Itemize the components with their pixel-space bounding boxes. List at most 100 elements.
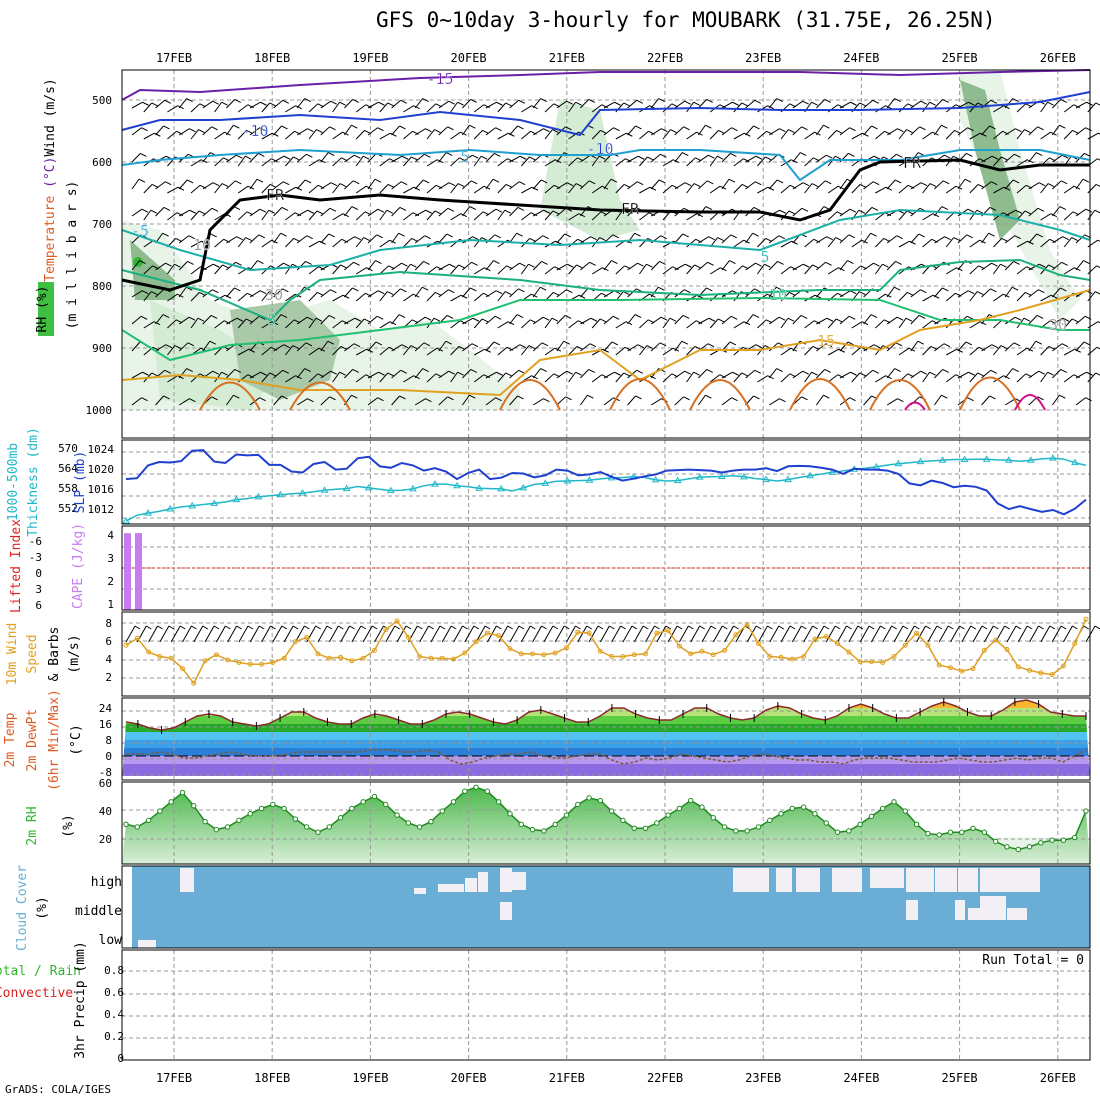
wind-barb-flag (269, 183, 277, 188)
wind-barb-flag (422, 368, 429, 373)
wind-barb-flag (363, 237, 370, 242)
wind-barb (237, 130, 247, 140)
wind-barb-flag (1014, 235, 1021, 240)
wind-barb (473, 130, 483, 140)
wind-barb (969, 239, 980, 248)
wind-barb (332, 346, 342, 356)
temperature-line (125, 699, 1086, 731)
wind-barb-flag (411, 156, 418, 161)
wind-barb (972, 625, 983, 643)
rh-point (755, 824, 762, 830)
wind-barb-flag (1014, 153, 1021, 158)
wind-barb (532, 261, 542, 271)
precip-frame (121, 949, 1091, 1061)
wind-barb-flag (469, 394, 476, 399)
rh-point (484, 788, 491, 794)
wind-barb-flag (661, 128, 668, 133)
rh-point (654, 820, 660, 826)
wind-barb (485, 315, 496, 325)
wind-barb (674, 263, 686, 271)
wind-barb (143, 102, 153, 113)
wind-barb (143, 265, 153, 275)
wind-barb-flag (1047, 101, 1054, 106)
wind-barb-flag (387, 372, 394, 377)
wind-barb-flag (925, 625, 931, 630)
contour-label: FR (266, 186, 285, 204)
wind-barb (745, 232, 753, 244)
wind-barb (568, 238, 579, 248)
wind-barb-flag (814, 294, 822, 299)
wind-barb-flag (896, 316, 904, 321)
wind-barb (1075, 234, 1086, 244)
wind-barb (273, 395, 282, 406)
wind-barb (1028, 152, 1037, 163)
wind-barb (724, 625, 735, 643)
wind-barb-flag (625, 158, 632, 163)
wind-barb-flag (165, 344, 173, 349)
wind-barb (698, 154, 709, 163)
rh-point (586, 795, 592, 801)
wind-barb-flag (434, 210, 442, 215)
wind-barb (588, 625, 599, 643)
wind-barb-flag (859, 291, 866, 296)
wind-barb-flag (316, 129, 323, 134)
wind-barb-flag (914, 625, 920, 630)
wind-barb (780, 266, 791, 275)
wind-barb-flag (399, 125, 406, 130)
wind-barb-flag (425, 128, 432, 133)
wind-barb (591, 130, 601, 140)
wind-barb (285, 319, 295, 329)
wind-barb (190, 373, 201, 383)
wind-barb (733, 102, 743, 113)
wind-barb (355, 211, 366, 221)
wind-barb-flag (849, 127, 856, 132)
wind-barb-flag (1072, 625, 1078, 630)
wind-barb-flag (508, 132, 515, 137)
warm-contour-hot (904, 401, 926, 411)
wind-barb-flag (244, 155, 252, 160)
warm-contour (789, 378, 851, 411)
wind-barb (1004, 316, 1016, 325)
wind-speed-point (846, 649, 852, 655)
wind-barb-flag (484, 348, 491, 353)
wind-barb (791, 625, 802, 643)
wind-barb (343, 124, 352, 136)
wind-speed-point (405, 634, 411, 640)
wind-speed-point (360, 655, 366, 661)
cloud-gap (906, 900, 918, 920)
wind-barb (237, 185, 249, 194)
wind-barb (131, 397, 142, 406)
wind-barb-flag (423, 260, 430, 265)
wind-barb-flag (236, 154, 243, 159)
wind-barb-flag (188, 316, 196, 321)
wind-barb (757, 238, 767, 248)
thickness-marker (188, 501, 197, 509)
wind-barb-flag (838, 348, 845, 353)
wind-barb-flag (539, 286, 547, 291)
wind-barb-flag (564, 314, 572, 319)
wind-speed-point (270, 660, 276, 666)
wind-barb-flag (800, 314, 808, 319)
wind-barb-flag (614, 101, 621, 106)
wind-barb (910, 233, 920, 244)
wind-barb (745, 155, 757, 163)
wind-barb (568, 371, 576, 383)
rh-point (688, 797, 694, 804)
wind-barb-flag (377, 127, 384, 132)
pressure-level-tick: 600 (92, 156, 112, 169)
wind-barb-flag (366, 267, 373, 272)
wind-barb-flag (319, 240, 326, 245)
wind-barb (615, 372, 625, 383)
axis-ylabel: (°C) (69, 724, 84, 755)
wind-barb-flag (1001, 156, 1008, 161)
wind-frame (121, 611, 1091, 697)
wind-barb-flag (1015, 209, 1022, 214)
wind-barb-flag (186, 368, 193, 373)
wind-barb (379, 209, 388, 221)
wind-barb (202, 126, 212, 136)
wind-barb-flag (812, 264, 819, 269)
wind-barb-flag (177, 105, 184, 110)
wind-barb (603, 341, 613, 352)
wind-barb (308, 347, 320, 356)
wind-barb (426, 347, 438, 356)
